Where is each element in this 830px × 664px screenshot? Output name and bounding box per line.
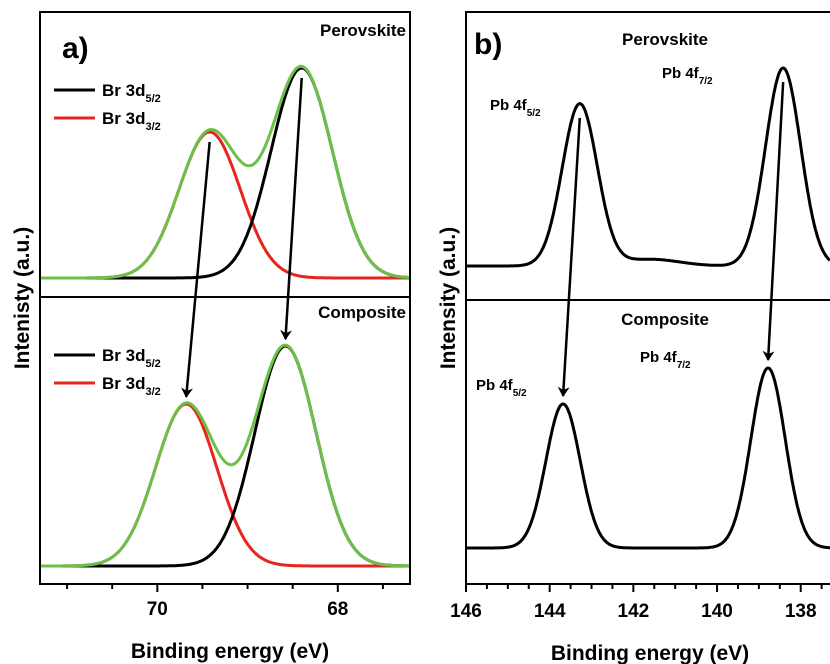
panel-b-xlabel: Binding energy (eV) bbox=[551, 642, 749, 664]
shift-arrow bbox=[762, 81, 785, 361]
panel-a-arrows bbox=[181, 77, 303, 398]
panel-b-frame bbox=[465, 11, 830, 585]
panel-a-bottom-legend: Br 3d5/2 Br 3d3/2 bbox=[54, 346, 161, 398]
panel-a-curves bbox=[40, 64, 410, 568]
legend-text-d32: Br 3d3/2 bbox=[102, 109, 161, 133]
panel-a-xlabel: Binding energy (eV) bbox=[131, 640, 329, 663]
panel-b-peak-labels: Pb 4f5/2 Pb 4f7/2 Pb 4f5/2 Pb 4f7/2 bbox=[476, 65, 713, 399]
x-tick-label: 140 bbox=[701, 601, 733, 622]
peak-label: Pb 4f7/2 bbox=[640, 349, 691, 371]
series-br3d52-line bbox=[40, 344, 410, 568]
peak-label: Pb 4f5/2 bbox=[476, 377, 527, 399]
panel-b-curves bbox=[466, 66, 830, 550]
series-envelope-line bbox=[40, 64, 410, 280]
peak-label: Pb 4f7/2 bbox=[662, 65, 713, 87]
series-pb4f-line bbox=[466, 66, 830, 268]
panel-a: 70 68 a) Perovskite Composite Br 3d5/2 Br… bbox=[11, 11, 411, 663]
panel-b-ylabel: Intensity (a.u.) bbox=[437, 227, 460, 369]
x-tick-label: 144 bbox=[534, 601, 566, 622]
panel-b: 146 144 142 140 138 Pb 4f5/2Pb 4f7/2Pb 4f5/2… bbox=[437, 11, 830, 664]
panel-a-label: a) bbox=[62, 32, 89, 65]
panel-b-label: b) bbox=[474, 28, 502, 61]
panel-a-bottom-title: Composite bbox=[318, 303, 406, 322]
panel-b-bottom-title: Composite bbox=[621, 310, 709, 329]
panel-a-top-legend: Br 3d5/2 Br 3d3/2 bbox=[54, 81, 161, 133]
series-br3d32-line bbox=[40, 402, 410, 568]
panel-b-top-title: Perovskite bbox=[622, 30, 708, 49]
legend-text-d52: Br 3d5/2 bbox=[102, 346, 161, 370]
x-tick-label: 146 bbox=[450, 601, 482, 622]
legend-text-d52: Br 3d5/2 bbox=[102, 81, 161, 105]
x-tick-label: 138 bbox=[785, 601, 817, 622]
panel-a-ticks: 70 68 bbox=[66, 584, 384, 620]
x-tick-label: 68 bbox=[327, 599, 348, 620]
panel-a-ylabel: Intenisty (a.u.) bbox=[11, 227, 34, 369]
series-pb4f-line bbox=[466, 366, 830, 550]
series-br3d32-line bbox=[40, 130, 410, 280]
panel-a-top-title: Perovskite bbox=[320, 21, 406, 40]
x-tick-label: 142 bbox=[618, 601, 650, 622]
panel-b-ticks: 146 144 142 140 138 bbox=[450, 584, 823, 622]
shift-arrow bbox=[181, 141, 211, 398]
shift-arrow bbox=[280, 77, 303, 341]
peak-label: Pb 4f5/2 bbox=[490, 97, 541, 119]
shift-arrow bbox=[557, 117, 582, 397]
series-br3d52-line bbox=[40, 66, 410, 280]
legend-text-d32: Br 3d3/2 bbox=[102, 374, 161, 398]
panel-b-arrows bbox=[557, 81, 785, 397]
series-envelope-line bbox=[40, 343, 410, 568]
x-tick-label: 70 bbox=[147, 599, 168, 620]
